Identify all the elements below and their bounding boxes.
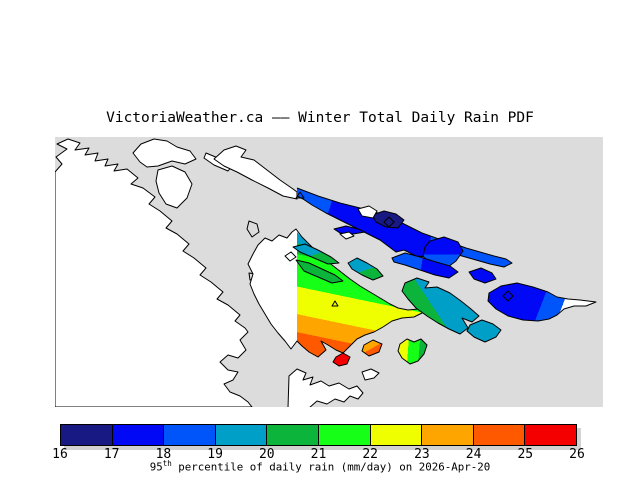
island-right-blue xyxy=(487,282,597,322)
islet-orange xyxy=(361,339,383,357)
data-strip-teal-green xyxy=(292,243,340,265)
colorbar-tick-18: 18 xyxy=(155,447,172,462)
colorbar-cell-18-19 xyxy=(163,425,215,445)
islet-white-b xyxy=(339,231,355,240)
colorbar-cell-25-26 xyxy=(524,425,576,445)
colorbar-cell-16-17 xyxy=(61,425,112,445)
islet-white-a xyxy=(284,251,297,262)
data-strip-green xyxy=(295,259,344,284)
colorbar-cell-22-23 xyxy=(369,425,422,445)
colorbar-cell-19-20 xyxy=(214,425,267,445)
colorbar-tick-labels: 16 17 18 19 20 21 22 23 24 25 26 xyxy=(52,447,585,462)
colorbar-caption: 95th percentile of daily rain (mm/day) o… xyxy=(0,459,640,474)
island-blue-h xyxy=(391,252,459,279)
colorbar-tick-21: 21 xyxy=(310,447,327,462)
colorbar-tick-23: 23 xyxy=(414,447,430,462)
bottom-coast-land xyxy=(287,368,364,407)
colorbar xyxy=(60,424,577,446)
colorbar-cell-17-18 xyxy=(111,425,164,445)
island-teal-sliver xyxy=(347,257,384,281)
harbour-notch-white xyxy=(357,205,378,219)
caption-superscript: th xyxy=(162,459,172,468)
lake xyxy=(246,220,260,238)
colorbar-cell-24-25 xyxy=(472,425,525,445)
station-marker-diamond-1 xyxy=(383,216,395,228)
island-white-long xyxy=(213,145,298,200)
vancouver-island-landmass xyxy=(55,138,253,407)
colorbar-tick-25: 25 xyxy=(517,447,534,462)
colorbar-cell-21-22 xyxy=(317,425,370,445)
caption-base: 95 xyxy=(149,460,163,474)
saanich-peninsula-coastline xyxy=(247,228,425,358)
station-marker-diamond-2 xyxy=(502,290,514,302)
islet-yellow-green xyxy=(397,338,428,365)
colorbar-tick-26: 26 xyxy=(569,447,585,462)
colorbar-tick-17: 17 xyxy=(103,447,120,462)
islet-darkblue-sliver xyxy=(333,225,366,235)
colorbar-tick-24: 24 xyxy=(465,447,482,462)
colorbar-tick-20: 20 xyxy=(258,447,275,462)
islet-white-bottom xyxy=(361,368,380,381)
page-title: VictoriaWeather.ca —— Winter Total Daily… xyxy=(106,110,534,126)
island-white-round xyxy=(132,138,197,168)
colorbar-cell-23-24 xyxy=(421,425,473,445)
station-marker-triangle-2 xyxy=(331,300,339,307)
island-teal-2 xyxy=(466,319,502,343)
island-teal-mid xyxy=(401,277,480,335)
colorbar-tick-16: 16 xyxy=(52,447,68,462)
island-white-blob xyxy=(155,165,193,209)
colorbar-cell-20-21 xyxy=(266,425,318,445)
colorbar-tick-19: 19 xyxy=(207,447,223,462)
blue-band-navy-core xyxy=(371,210,405,229)
caption-rest: percentile of daily rain (mm/day) on 202… xyxy=(171,460,491,474)
station-marker-triangle-1 xyxy=(295,191,305,199)
colorbar-tick-22: 22 xyxy=(362,447,379,462)
islet-red xyxy=(332,352,351,367)
island-blue-sliver xyxy=(468,267,497,284)
